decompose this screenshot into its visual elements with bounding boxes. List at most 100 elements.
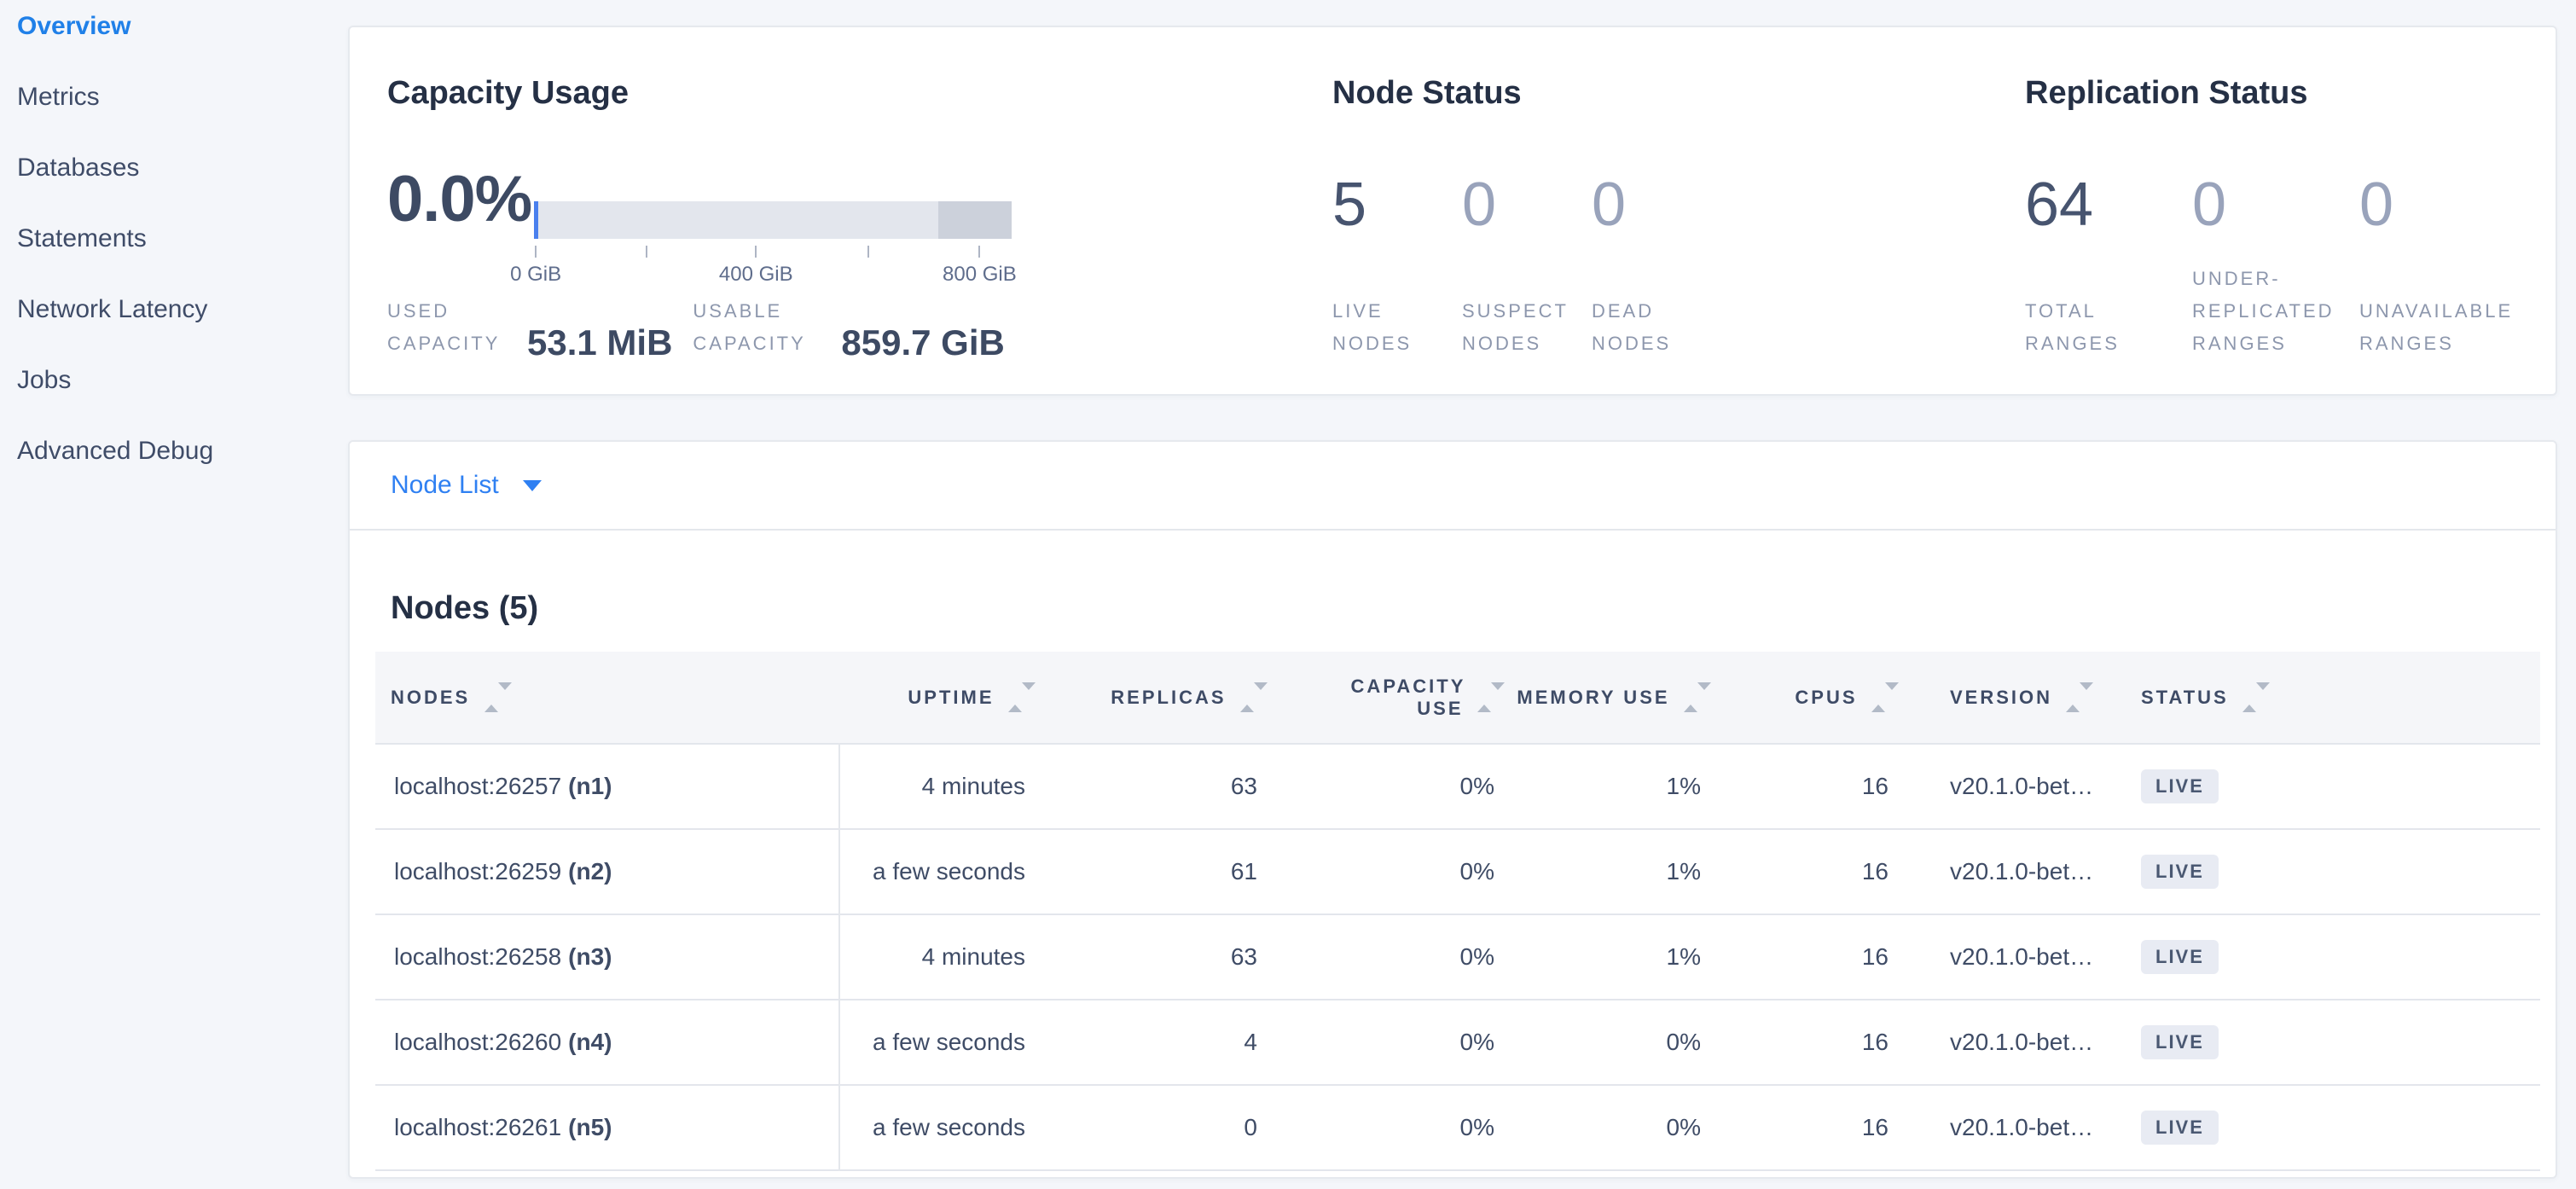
status-badge: LIVE [2141,1025,2219,1059]
column-header-cpus[interactable]: CPUS [1721,652,1909,744]
replicas-cell: 4 [1244,1029,1257,1055]
replication-status-section: Replication Status 64 TOTAL RANGES 0 UND… [2025,27,2554,394]
table-row[interactable]: localhost:26261 (n5) a few seconds 0 0% 0… [375,1085,2540,1170]
status-cell: LIVE [2139,1000,2540,1085]
capacity-use-cell: 0% [1459,1029,1494,1055]
capacity-bar-track [534,201,1012,239]
memory-use-cell: 1% [1666,773,1701,799]
sidebar-item-label: Statements [17,224,147,252]
stat-label: SUSPECT NODES [1462,300,1569,354]
node-address-cell[interactable]: localhost:26258 (n3) [375,914,840,1000]
sidebar-item-label: Databases [17,154,140,182]
used-capacity-label: USED CAPACITY [387,300,501,354]
memory-use-cell: 1% [1666,943,1701,970]
node-status-stats: 5 LIVE NODES 0 SUSPECT NODES 0 DEAD NODE… [1332,171,1721,360]
column-header-replicas[interactable]: REPLICAS [1046,652,1278,744]
sidebar-item[interactable]: Databases [17,148,213,188]
column-header-memory-use[interactable]: MEMORY USE [1515,652,1721,744]
capacity-axis: 0 GiB 400 GiB 800 GiB [510,246,1017,297]
sidebar-item[interactable]: Jobs [17,361,213,400]
capacity-used-percent: 0.0% [387,163,532,235]
sidebar-item-label: Jobs [17,366,72,394]
stat-label: DEAD NODES [1592,300,1672,354]
stat-value: 5 [1332,171,1367,239]
table-row[interactable]: localhost:26257 (n1) 4 minutes 63 0% 1% 1… [375,744,2540,829]
uptime-cell: a few seconds [873,1114,1025,1140]
cpus-cell: 16 [1861,773,1888,799]
axis-tick-label: 400 GiB [718,263,793,286]
axis-tick: 400 GiB [719,246,793,286]
stat-label: TOTAL RANGES [2025,300,2120,354]
replication-status-stats: 64 TOTAL RANGES 0 UNDER-REPLICATED RANGE… [2025,171,2527,360]
axis-tick-label: 800 GiB [943,263,1017,286]
version-cell: v20.1.0-bet… [1950,1029,2094,1055]
capacity-use-cell: 0% [1459,773,1494,799]
column-header-capacity-use[interactable]: CAPACITY USE [1278,652,1515,744]
stat-label: LIVE NODES [1332,300,1413,354]
sidebar: Overview Metrics Databases Statements Ne… [0,0,348,1189]
column-header-version[interactable]: VERSION [1909,652,2139,744]
capacity-usage-title: Capacity Usage [387,75,629,111]
replication-stat: 64 TOTAL RANGES [2025,171,2192,360]
sidebar-item[interactable]: Statements [17,219,213,258]
node-status-title: Node Status [1332,75,1522,111]
uptime-cell: a few seconds [873,858,1025,884]
sort-icon [1477,682,1505,712]
table-header-row: NODES UPTIME REPLICAS CAPACITY USE [375,652,2540,744]
uptime-cell: 4 minutes [921,943,1025,970]
stat-label: UNDER-REPLICATED RANGES [2192,268,2335,354]
status-cell: LIVE [2139,914,2540,1000]
nodes-table-title: Nodes (5) [391,590,539,626]
node-address-cell[interactable]: localhost:26257 (n1) [375,744,840,829]
node-list-dropdown-label: Node List [391,471,499,499]
node-status-stat: 0 SUSPECT NODES [1462,171,1592,360]
stat-label: UNAVAILABLE RANGES [2359,300,2514,354]
table-row[interactable]: localhost:26260 (n4) a few seconds 4 0% 0… [375,1000,2540,1085]
sidebar-item[interactable]: Metrics [17,78,213,117]
axis-tick-label: 0 GiB [510,263,562,286]
usable-capacity-label: USABLE CAPACITY [693,300,806,354]
table-row[interactable]: localhost:26259 (n2) a few seconds 61 0% … [375,829,2540,914]
memory-use-cell: 0% [1666,1114,1701,1140]
sort-icon [2066,682,2094,712]
table-row[interactable]: localhost:26258 (n3) 4 minutes 63 0% 1% 1… [375,914,2540,1000]
sort-icon [1871,682,1899,712]
node-address-cell[interactable]: localhost:26259 (n2) [375,829,840,914]
capacity-usage-section: Capacity Usage 0.0% 0 GiB 400 GiB 800 Gi… [350,27,1331,394]
cluster-summary-card: Capacity Usage 0.0% 0 GiB 400 GiB 800 Gi… [348,26,2557,396]
replicas-cell: 63 [1230,773,1257,799]
nodes-panel: Node List Nodes (5) NODES UPTIME [348,440,2557,1179]
sidebar-item[interactable]: Overview [17,7,213,46]
cpus-cell: 16 [1861,1114,1888,1140]
column-header-status[interactable]: STATUS [2139,652,2540,744]
sort-icon [484,682,512,712]
stat-value: 0 [1462,171,1497,239]
axis-tick: 0 GiB [510,246,561,286]
capacity-stats: USED CAPACITY 53.1 MiB USABLE CAPACITY 8… [387,295,1005,362]
version-cell: v20.1.0-bet… [1950,858,2094,884]
node-address-cell[interactable]: localhost:26261 (n5) [375,1085,840,1170]
stat-value: 0 [2359,171,2394,239]
node-list-dropdown[interactable]: Node List [350,442,2556,531]
cpus-cell: 16 [1861,858,1888,884]
column-header-uptime[interactable]: UPTIME [839,652,1046,744]
node-status-stat: 0 DEAD NODES [1592,171,1721,360]
sidebar-item-label: Overview [17,12,131,40]
axis-tick [867,246,869,258]
uptime-cell: a few seconds [873,1029,1025,1055]
replicas-cell: 0 [1244,1114,1257,1140]
version-cell: v20.1.0-bet… [1950,773,2094,799]
version-cell: v20.1.0-bet… [1950,1114,2094,1140]
status-badge: LIVE [2141,940,2219,974]
axis-tick [646,246,648,258]
status-badge: LIVE [2141,1111,2219,1145]
column-header-nodes[interactable]: NODES [375,652,839,744]
capacity-use-cell: 0% [1459,1114,1494,1140]
stat-value: 0 [1592,171,1627,239]
sidebar-item[interactable]: Advanced Debug [17,432,213,471]
cpus-cell: 16 [1861,1029,1888,1055]
node-address-cell[interactable]: localhost:26260 (n4) [375,1000,840,1085]
axis-tick: 800 GiB [943,246,1017,286]
sidebar-item[interactable]: Network Latency [17,290,213,329]
capacity-usage-bar [534,201,1012,239]
